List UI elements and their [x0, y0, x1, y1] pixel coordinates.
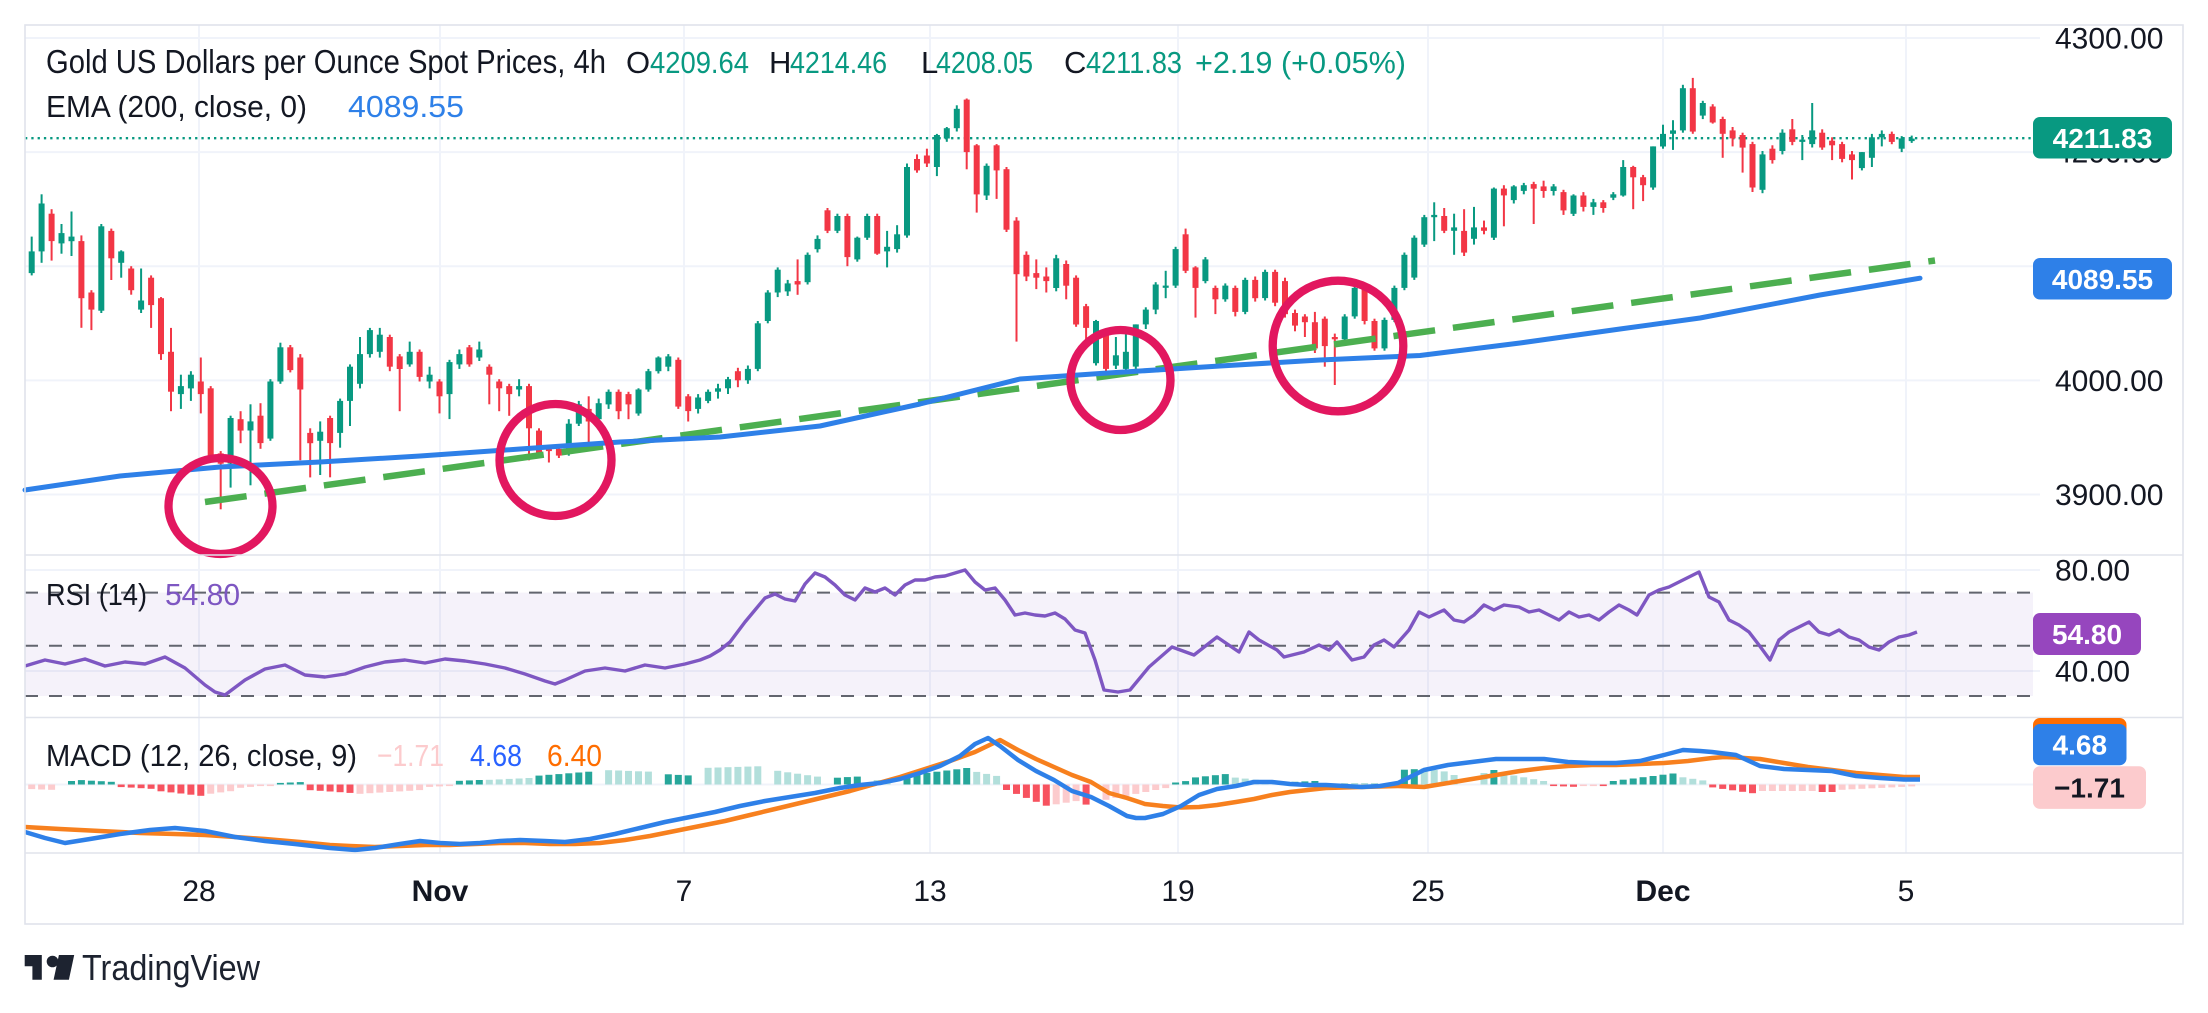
svg-text:RSI (14): RSI (14) [46, 577, 147, 612]
svg-text:MACD (12, 26, close, 9): MACD (12, 26, close, 9) [46, 738, 357, 773]
svg-text:4300.00: 4300.00 [2055, 23, 2163, 56]
svg-text:54.80: 54.80 [2052, 619, 2122, 650]
svg-text:−1.71: −1.71 [2054, 773, 2125, 804]
svg-text:28: 28 [182, 875, 215, 908]
svg-text:Dec: Dec [1635, 875, 1690, 908]
svg-text:+2.19 (+0.05%): +2.19 (+0.05%) [1195, 45, 1406, 80]
svg-text:L: L [921, 45, 938, 80]
svg-text:7: 7 [676, 875, 693, 908]
svg-text:4211.83: 4211.83 [2053, 123, 2153, 154]
svg-text:TradingView: TradingView [82, 947, 261, 988]
svg-text:C: C [1064, 45, 1086, 80]
svg-text:4089.55: 4089.55 [348, 89, 464, 124]
svg-text:O: O [626, 45, 650, 80]
svg-text:4209.64: 4209.64 [650, 45, 749, 80]
svg-text:80.00: 80.00 [2055, 555, 2130, 588]
svg-text:Nov: Nov [412, 875, 469, 908]
svg-text:4208.05: 4208.05 [936, 45, 1033, 80]
svg-text:3900.00: 3900.00 [2055, 479, 2163, 512]
svg-text:5: 5 [1898, 875, 1915, 908]
svg-text:4214.46: 4214.46 [790, 45, 887, 80]
svg-text:54.80: 54.80 [165, 577, 240, 612]
svg-text:6.40: 6.40 [547, 738, 602, 773]
svg-text:EMA (200, close, 0): EMA (200, close, 0) [46, 89, 307, 124]
svg-text:4000.00: 4000.00 [2055, 365, 2163, 398]
svg-text:H: H [769, 45, 791, 80]
svg-text:4.68: 4.68 [2053, 730, 2108, 761]
svg-text:4211.83: 4211.83 [1086, 45, 1182, 80]
svg-text:Gold US Dollars per Ounce Spot: Gold US Dollars per Ounce Spot Prices, 4… [46, 43, 606, 80]
svg-text:25: 25 [1411, 875, 1444, 908]
svg-text:40.00: 40.00 [2055, 656, 2130, 689]
svg-text:4089.55: 4089.55 [2052, 264, 2153, 295]
svg-text:4.68: 4.68 [470, 738, 522, 773]
svg-text:−1.71: −1.71 [377, 738, 444, 773]
svg-text:19: 19 [1161, 875, 1194, 908]
svg-text:13: 13 [913, 875, 946, 908]
